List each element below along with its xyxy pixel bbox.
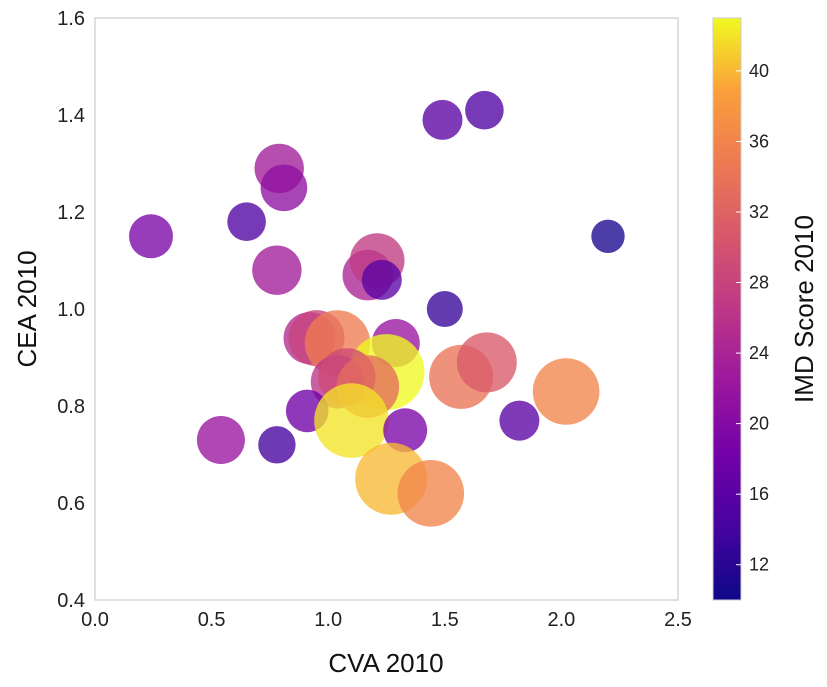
scatter-point: [422, 99, 463, 140]
colorbar-tick-label: 32: [749, 202, 769, 222]
y-axis-ticks: 0.4 0.6 0.8 1.0 1.2 1.4 1.6: [57, 8, 85, 612]
x-tick-label: 2.5: [664, 609, 692, 631]
y-axis-title: CEA 2010: [12, 250, 42, 367]
colorbar: 12 16 20 24 28 32 36 40 IMD Score 2010: [712, 17, 819, 601]
scatter-point: [258, 426, 296, 464]
x-tick-label: 0.0: [81, 609, 109, 631]
scatter-point: [591, 219, 625, 253]
y-tick-label: 0.8: [57, 396, 85, 418]
colorbar-tick-label: 16: [749, 484, 769, 504]
x-tick-label: 1.5: [431, 609, 459, 631]
colorbar-tick-label: 24: [749, 343, 769, 363]
scatter-point: [129, 214, 173, 259]
scatter-point: [383, 408, 428, 453]
y-tick-label: 1.2: [57, 202, 85, 224]
x-axis-title: CVA 2010: [328, 648, 443, 678]
colorbar-tick-label: 12: [749, 555, 769, 575]
colorbar-tick-label: 36: [749, 132, 769, 152]
points-layer: [129, 90, 625, 527]
scatter-point: [456, 332, 517, 393]
scatter-point: [252, 245, 302, 295]
scatter-point: [227, 202, 266, 241]
x-axis-ticks: 0.0 0.5 1.0 1.5 2.0 2.5: [81, 609, 692, 631]
y-tick-label: 1.0: [57, 299, 85, 321]
y-tick-label: 0.4: [57, 590, 85, 612]
scatter-point: [314, 383, 389, 458]
colorbar-tick-label: 20: [749, 414, 769, 434]
x-tick-label: 2.0: [547, 609, 575, 631]
y-tick-label: 1.6: [57, 8, 85, 30]
scatter-point: [426, 291, 463, 327]
colorbar-tick-label: 28: [749, 273, 769, 293]
y-tick-label: 0.6: [57, 493, 85, 515]
scatter-point: [361, 259, 402, 300]
y-tick-label: 1.4: [57, 105, 85, 127]
colorbar-tick-label: 40: [749, 61, 769, 81]
scatter-point: [196, 416, 245, 464]
scatter-point: [260, 164, 308, 212]
colorbar-title: IMD Score 2010: [789, 215, 819, 403]
x-tick-label: 0.5: [198, 609, 226, 631]
scatter-point: [499, 400, 540, 441]
colorbar-ticks: 12 16 20 24 28 32 36 40: [736, 61, 769, 575]
scatter-point: [397, 460, 465, 527]
scatter-point: [465, 90, 504, 130]
scatter-point: [532, 358, 600, 425]
colorbar-gradient: [712, 17, 742, 601]
x-tick-label: 1.0: [314, 609, 342, 631]
